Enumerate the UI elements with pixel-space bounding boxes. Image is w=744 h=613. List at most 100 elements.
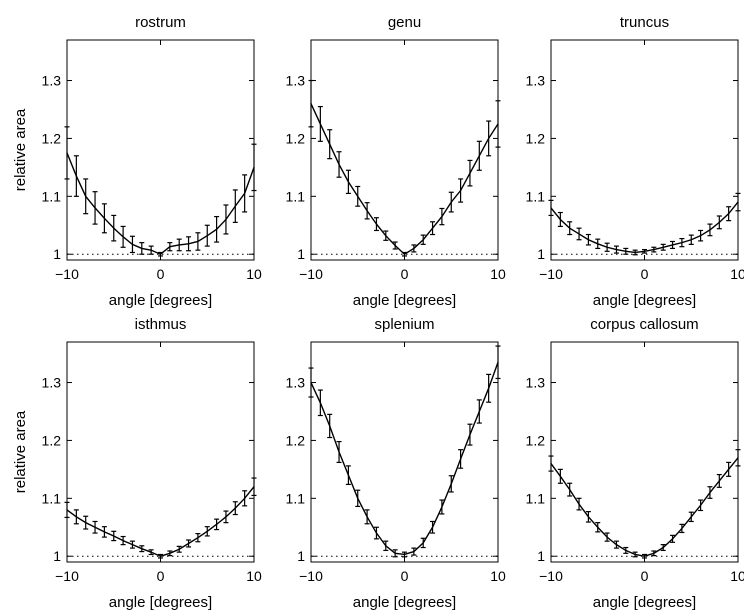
data-point [497,361,499,363]
data-point [113,227,115,229]
data-point [728,213,730,215]
y-tick-label: 1.1 [42,490,62,506]
y-tick-label: 1.2 [286,130,306,146]
error-bar [232,501,238,516]
error-bar [698,499,704,512]
y-tick-label: 1.3 [526,73,546,89]
data-point [159,555,162,557]
y-axis-label: relative area [12,108,29,191]
error-bar [139,242,145,255]
panel-5: corpus callosum −10 0 10 1 1.1 1.2 1.3 angle [de… [526,316,744,611]
data-point [187,542,190,545]
error-bar [679,237,685,248]
error-bar [317,389,323,417]
data-point [422,239,424,241]
panel-title: truncus [620,14,669,31]
data-point [169,552,171,554]
error-bar [595,238,601,250]
data-point [671,244,674,246]
error-bar [651,246,657,253]
error-bar [420,234,426,245]
panel-4: splenium −10 0 10 1 1.1 1.2 1.3 angle [degrees] [286,316,506,611]
error-bar [129,235,135,254]
data-point [113,535,115,537]
data-point [653,552,655,554]
error-bar [642,553,647,559]
error-bar [111,530,117,542]
error-bar [698,229,704,242]
data-point [643,555,646,557]
x-axis-label: angle [degrees] [593,292,696,309]
data-point [66,509,68,511]
error-bar [548,455,554,472]
error-bar [176,545,182,553]
error-bar [308,79,314,128]
error-bar [139,545,145,553]
y-tick-label: 1.3 [526,375,546,391]
data-point [178,548,180,550]
error-bar [223,510,229,524]
x-tick-label: −10 [55,266,79,282]
panel-0: rostrum −10 0 10 1 1.1 1.2 1.3 angle [degrees] re… [12,14,262,309]
error-bar [688,234,694,245]
data-point [225,218,227,221]
error-bar [383,230,389,241]
error-bar [204,224,210,247]
data-point [206,530,208,532]
error-bar [223,204,229,235]
error-bar [158,251,163,257]
error-bar [195,232,201,251]
data-point [469,434,471,436]
error-bar [308,367,314,398]
y-tick-label: 1.3 [42,73,62,89]
data-point [460,458,462,460]
error-bar [383,540,389,552]
x-tick-label: −10 [55,568,79,584]
error-bar [92,520,98,534]
data-point [634,553,636,556]
error-bar [402,551,407,558]
data-point [718,221,720,223]
error-bar [585,233,591,246]
error-bar [688,511,694,523]
data-point [469,172,471,174]
x-tick-label: 10 [730,568,744,584]
data-point [578,503,580,505]
data-point [700,235,702,237]
x-axis-label: angle [degrees] [109,594,212,611]
error-bar [660,243,666,251]
error-bar [716,215,722,230]
x-tick-label: 0 [157,266,165,282]
error-bar [735,192,741,212]
error-bar [448,191,454,213]
data-point [141,548,143,550]
error-bar [186,539,192,548]
data-point [587,516,590,518]
error-bar [476,399,482,424]
data-point [597,526,599,528]
data-point [643,250,646,252]
data-point [431,526,434,528]
data-point [569,489,571,491]
error-bar [448,475,454,493]
x-tick-label: 0 [157,568,165,584]
error-bar [576,497,582,511]
error-bar [158,553,163,559]
y-tick-label: 1 [297,548,305,564]
data-point [625,250,627,252]
data-point [338,451,340,453]
error-bar [101,203,107,234]
error-bar [336,151,342,178]
data-point [197,240,199,243]
error-bar [327,413,333,439]
data-point [216,228,218,230]
data-point [329,143,331,145]
error-bar [176,238,182,252]
data-point [103,531,105,533]
data-point [150,551,152,553]
panel-title: splenium [374,316,434,333]
error-bar [576,227,582,241]
data-point [385,545,387,547]
data-point [422,542,424,544]
error-bar [420,537,426,549]
